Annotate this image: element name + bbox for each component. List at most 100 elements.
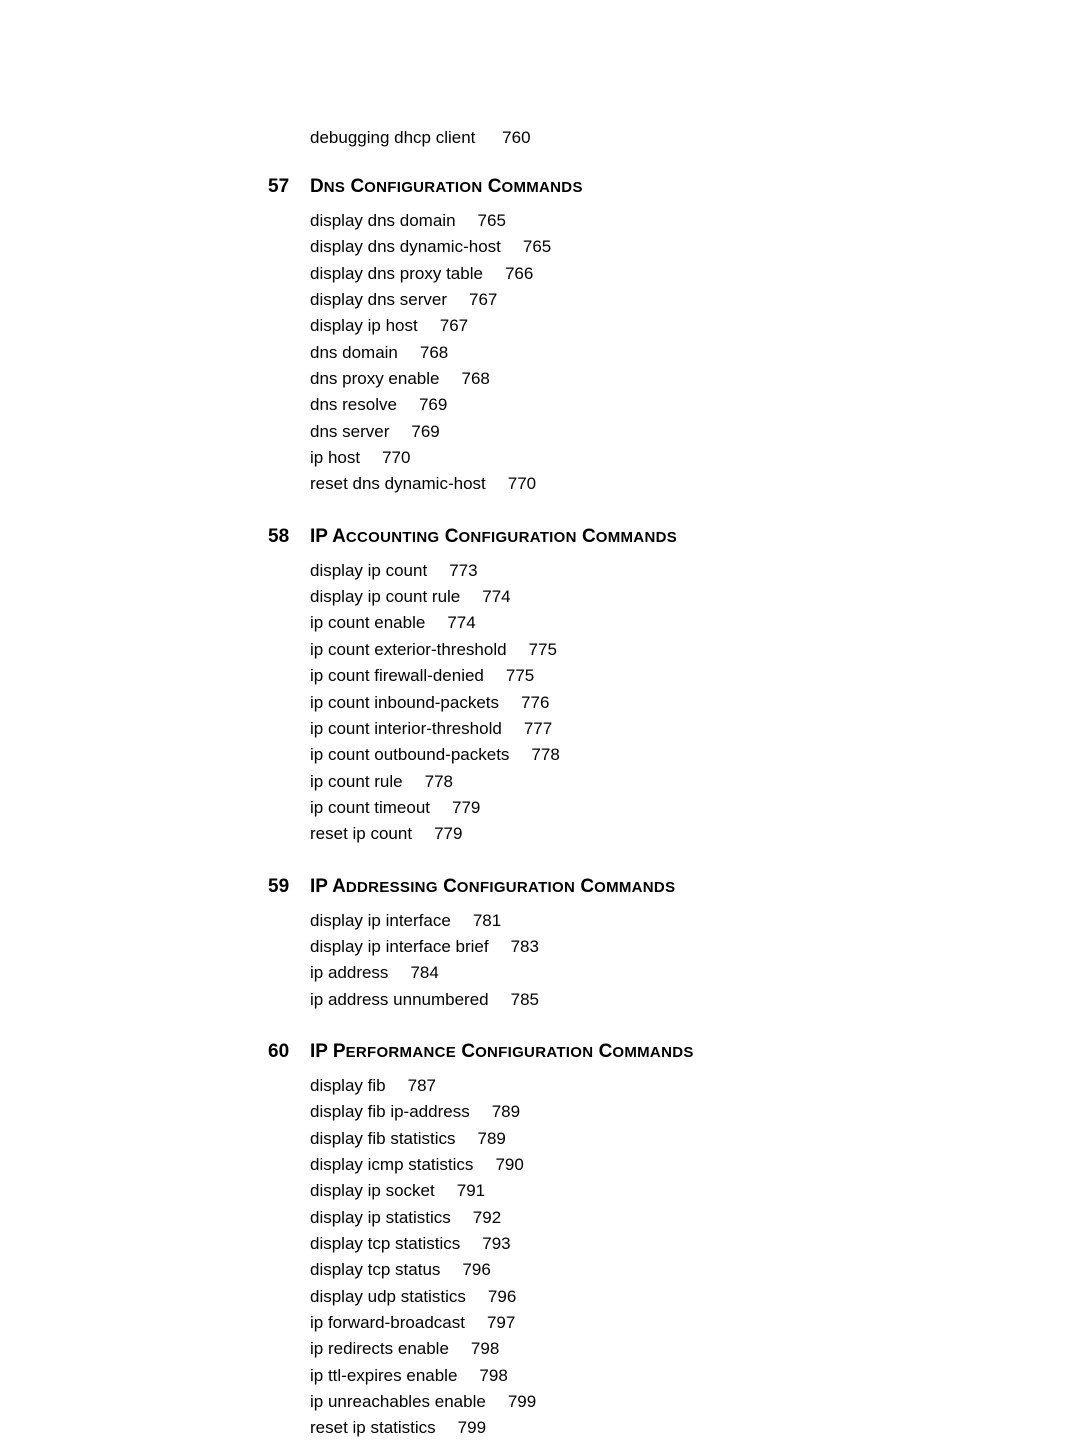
toc-item: display fib statistics789 — [310, 1126, 1080, 1152]
toc-item-page: 774 — [482, 584, 510, 610]
toc-item: display ip count rule 774 — [310, 584, 1080, 610]
toc-item-label: display icmp statistics — [310, 1152, 473, 1178]
toc-item-page: 793 — [482, 1231, 510, 1257]
section-number: 57 — [268, 176, 310, 198]
toc-item-label: display dns server — [310, 287, 447, 313]
section-title: IP ACCOUNTING CONFIGURATION COMMANDS — [310, 526, 677, 548]
toc-item: dns server 769 — [310, 419, 1080, 445]
toc-orphan-item: debugging dhcp client 760 — [310, 128, 1080, 148]
toc-item-label: ip ttl-expires enable — [310, 1363, 457, 1389]
toc-item-label: display dns dynamic-host — [310, 234, 501, 260]
toc-item-label: display udp statistics — [310, 1284, 466, 1310]
toc-item: ip count outbound-packets778 — [310, 742, 1080, 768]
toc-item-page: 799 — [458, 1415, 486, 1441]
section-header: 58IP ACCOUNTING CONFIGURATION COMMANDS — [268, 526, 1080, 548]
toc-item-label: display ip count rule — [310, 584, 460, 610]
toc-item-page: 776 — [521, 690, 549, 716]
toc-item-page: 769 — [411, 419, 439, 445]
toc-item-page: 796 — [462, 1257, 490, 1283]
toc-item-page: 766 — [505, 261, 533, 287]
toc-item: display icmp statistics 790 — [310, 1152, 1080, 1178]
toc-item: display tcp status796 — [310, 1257, 1080, 1283]
toc-item-label: display tcp statistics — [310, 1231, 460, 1257]
section-title: IP ADDRESSING CONFIGURATION COMMANDS — [310, 876, 675, 898]
toc-item-label: display fib ip-address — [310, 1099, 470, 1125]
toc-item-label: dns resolve — [310, 392, 397, 418]
toc-item-page: 787 — [408, 1073, 436, 1099]
toc-item-page: 765 — [523, 234, 551, 260]
toc-item: display ip host767 — [310, 313, 1080, 339]
toc-section: 57DNS CONFIGURATION COMMANDSdisplay dns … — [310, 176, 1080, 498]
toc-item-label: ip count timeout — [310, 795, 430, 821]
toc-item: display ip socket 791 — [310, 1178, 1080, 1204]
toc-item: ip count enable774 — [310, 610, 1080, 636]
toc-item: ip count firewall-denied775 — [310, 663, 1080, 689]
toc-item: display fib ip-address789 — [310, 1099, 1080, 1125]
toc-section: 60IP PERFORMANCE CONFIGURATION COMMANDSd… — [310, 1041, 1080, 1442]
toc-item-page: 791 — [457, 1178, 485, 1204]
toc-item-page: 790 — [495, 1152, 523, 1178]
toc-item-page: 785 — [511, 987, 539, 1013]
toc-item-page: 767 — [469, 287, 497, 313]
toc-item-page: 783 — [511, 934, 539, 960]
section-title: DNS CONFIGURATION COMMANDS — [310, 176, 583, 198]
toc-item-page: 760 — [502, 128, 530, 148]
toc-item-label: ip count interior-threshold — [310, 716, 502, 742]
toc-item-page: 767 — [440, 313, 468, 339]
toc-item-page: 779 — [434, 821, 462, 847]
section-header: 57DNS CONFIGURATION COMMANDS — [268, 176, 1080, 198]
toc-item: display fib787 — [310, 1073, 1080, 1099]
toc-item-page: 799 — [508, 1389, 536, 1415]
toc-item-page: 796 — [488, 1284, 516, 1310]
toc-item: display ip count 773 — [310, 558, 1080, 584]
toc-item-label: ip unreachables enable — [310, 1389, 486, 1415]
toc-item-label: ip address unnumbered — [310, 987, 489, 1013]
toc-item: display dns proxy table 766 — [310, 261, 1080, 287]
toc-item-label: dns domain — [310, 340, 398, 366]
toc-item-label: ip forward-broadcast — [310, 1310, 465, 1336]
toc-item-label: dns proxy enable — [310, 366, 439, 392]
toc-item: ip ttl-expires enable 798 — [310, 1363, 1080, 1389]
toc-item-label: debugging dhcp client — [310, 128, 475, 148]
section-header: 59IP ADDRESSING CONFIGURATION COMMANDS — [268, 876, 1080, 898]
toc-content: debugging dhcp client 760 57DNS CONFIGUR… — [0, 0, 1080, 1442]
toc-item-page: 779 — [452, 795, 480, 821]
toc-item: display dns dynamic-host 765 — [310, 234, 1080, 260]
toc-item-page: 792 — [473, 1205, 501, 1231]
section-number: 59 — [268, 876, 310, 898]
toc-item-label: reset ip count — [310, 821, 412, 847]
toc-item-label: display ip count — [310, 558, 427, 584]
toc-item-page: 789 — [478, 1126, 506, 1152]
toc-item: display dns server 767 — [310, 287, 1080, 313]
toc-item-label: display ip socket — [310, 1178, 435, 1204]
toc-item-label: display dns proxy table — [310, 261, 483, 287]
toc-item: dns proxy enable 768 — [310, 366, 1080, 392]
toc-item: ip count interior-threshold 777 — [310, 716, 1080, 742]
toc-item-label: ip count rule — [310, 769, 403, 795]
toc-item: dns resolve769 — [310, 392, 1080, 418]
toc-item-label: dns server — [310, 419, 389, 445]
toc-item-page: 781 — [473, 908, 501, 934]
section-title: IP PERFORMANCE CONFIGURATION COMMANDS — [310, 1041, 694, 1063]
toc-item-page: 778 — [531, 742, 559, 768]
toc-item-page: 798 — [471, 1336, 499, 1362]
toc-item-label: ip address — [310, 960, 388, 986]
toc-item-page: 774 — [447, 610, 475, 636]
toc-item-page: 768 — [461, 366, 489, 392]
toc-item-page: 777 — [524, 716, 552, 742]
toc-item-page: 798 — [479, 1363, 507, 1389]
toc-item-page: 765 — [478, 208, 506, 234]
section-number: 60 — [268, 1041, 310, 1063]
toc-section: 58IP ACCOUNTING CONFIGURATION COMMANDSdi… — [310, 526, 1080, 848]
toc-item-page: 797 — [487, 1310, 515, 1336]
toc-item-page: 773 — [449, 558, 477, 584]
toc-item-page: 768 — [420, 340, 448, 366]
toc-item: ip address unnumbered 785 — [310, 987, 1080, 1013]
toc-item: display dns domain765 — [310, 208, 1080, 234]
toc-item-page: 775 — [506, 663, 534, 689]
toc-item: display ip interface brief783 — [310, 934, 1080, 960]
toc-item: ip unreachables enable 799 — [310, 1389, 1080, 1415]
toc-item: reset ip count 779 — [310, 821, 1080, 847]
toc-item-page: 784 — [410, 960, 438, 986]
toc-item: reset ip statistics799 — [310, 1415, 1080, 1441]
